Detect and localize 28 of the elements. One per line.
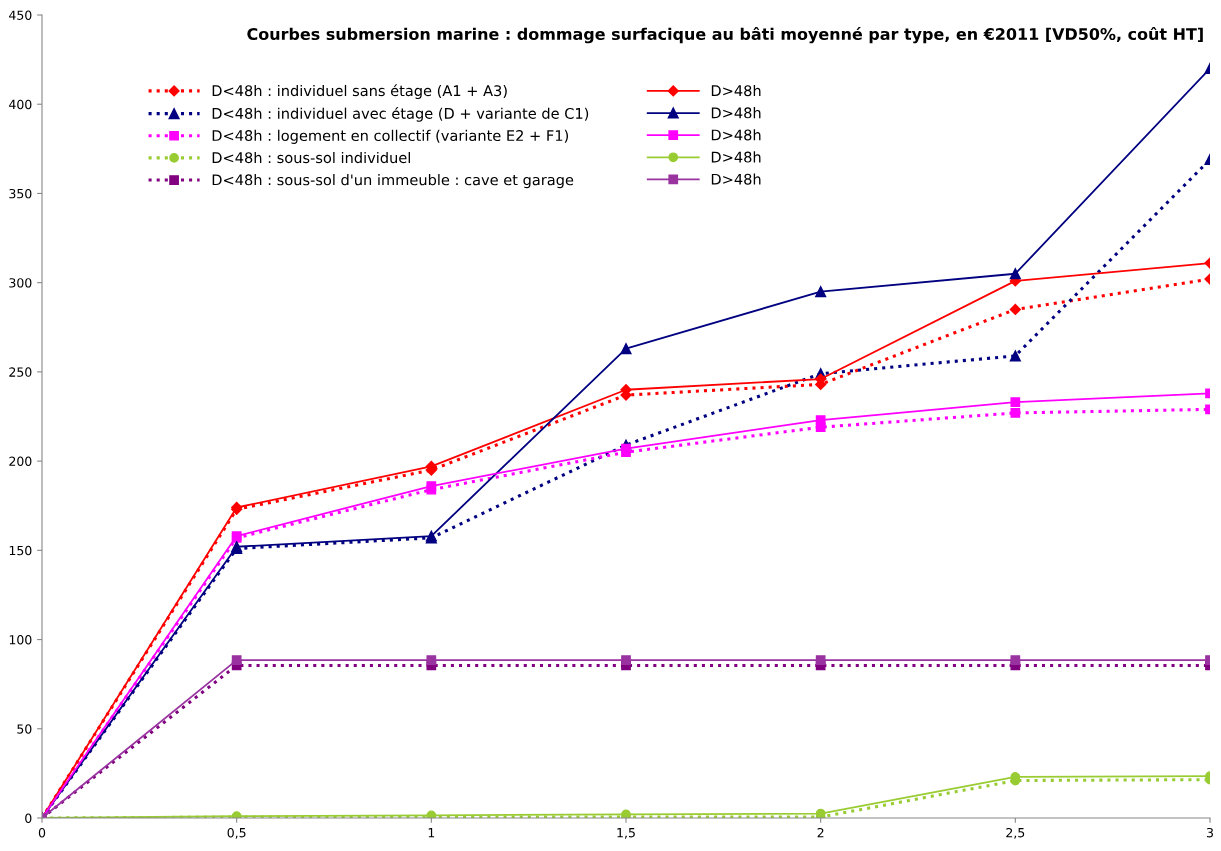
y-tick-label: 400 xyxy=(9,99,32,110)
y-tick-label: 0 xyxy=(25,813,32,823)
x-tick-label: 2 xyxy=(817,827,824,838)
legend-label: D>48h xyxy=(711,84,761,97)
y-tick-label: 150 xyxy=(9,545,32,556)
legend-label: D<48h : individuel sans étage (A1 + A3) xyxy=(212,84,507,100)
y-tick-label: 450 xyxy=(9,10,32,20)
y-tick-label: 200 xyxy=(9,456,32,467)
text: Courbes submersion marine : dommage surfacique au bâti moyenné par type, en €2011 [VD50%, coût HT] xyxy=(247,27,1203,44)
legend-label: D>48h xyxy=(711,107,761,119)
x-tick-label: 1 xyxy=(428,828,435,838)
y-tick-label: 50 xyxy=(17,724,32,734)
y-tick-label: 250 xyxy=(9,367,32,377)
legend-label: D>48h xyxy=(711,173,761,185)
y-tick-label: 350 xyxy=(9,188,32,199)
legend-label: D<48h : logement en collectif (variante E2 + F1) xyxy=(212,129,568,144)
y-tick-label: 100 xyxy=(9,635,32,645)
x-tick-label: 3 xyxy=(1206,827,1213,838)
legend-label: D>48h xyxy=(711,151,761,163)
legend-label: D<48h : sous-sol individuel xyxy=(212,151,410,164)
legend-label: D>48h xyxy=(711,129,761,141)
legend-label: D<48h : sous-sol d'un immeuble : cave et garage xyxy=(212,174,574,189)
y-tick-label: 300 xyxy=(9,278,32,288)
x-tick-label: 0 xyxy=(38,827,46,838)
x-tick-label: 1,5 xyxy=(617,828,635,839)
legend-label: D<48h : individuel avec étage (D + variante de C1) xyxy=(212,107,589,122)
x-tick-label: 2,5 xyxy=(1006,827,1025,839)
x-tick-label: 0,5 xyxy=(227,827,246,839)
